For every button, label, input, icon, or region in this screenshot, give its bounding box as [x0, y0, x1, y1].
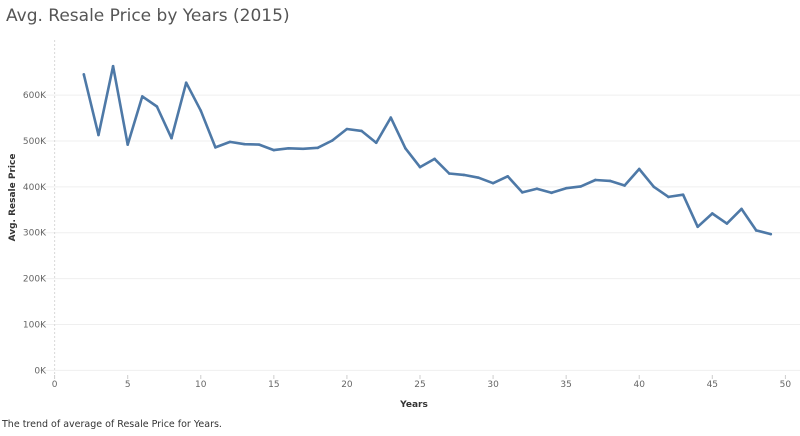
x-tick-label: 40: [634, 380, 646, 390]
data-point[interactable]: [404, 147, 407, 150]
data-points: [82, 64, 773, 236]
gridlines: [40, 94, 800, 371]
data-point[interactable]: [769, 232, 773, 236]
chart-title: Avg. Resale Price by Years (2015): [6, 6, 290, 26]
data-point[interactable]: [345, 127, 349, 131]
data-point[interactable]: [696, 225, 699, 229]
y-tick-label: 600K: [23, 91, 47, 101]
data-point[interactable]: [331, 139, 334, 142]
data-point[interactable]: [535, 187, 539, 190]
data-point[interactable]: [111, 64, 115, 68]
x-tick-label: 35: [560, 380, 571, 390]
data-point[interactable]: [564, 186, 568, 190]
data-point[interactable]: [228, 140, 232, 144]
data-point[interactable]: [126, 143, 129, 146]
x-tick-label: 15: [268, 380, 279, 390]
data-point[interactable]: [287, 147, 290, 150]
data-point[interactable]: [637, 167, 641, 171]
x-axis: 0 5 10 15 20 25 30 35 40 45 50: [52, 375, 792, 390]
data-point[interactable]: [462, 173, 466, 177]
y-axis-title: Avg. Resale Price: [8, 154, 18, 242]
data-point[interactable]: [374, 141, 378, 145]
data-point[interactable]: [141, 95, 144, 98]
data-point[interactable]: [579, 185, 583, 188]
y-tick-label: 400K: [23, 183, 47, 193]
data-point[interactable]: [477, 176, 480, 179]
x-tick-label: 30: [487, 380, 499, 390]
data-point[interactable]: [754, 229, 758, 232]
x-tick-label: 20: [341, 380, 353, 390]
data-point[interactable]: [433, 157, 436, 161]
chart-caption: The trend of average of Resale Price for…: [2, 419, 222, 430]
x-tick-label: 5: [125, 380, 131, 390]
data-point[interactable]: [170, 136, 173, 140]
data-point[interactable]: [521, 191, 524, 194]
data-point[interactable]: [155, 105, 159, 108]
y-tick-label: 300K: [23, 229, 47, 239]
y-tick-label: 500K: [23, 137, 47, 147]
data-point[interactable]: [447, 172, 451, 175]
data-point[interactable]: [740, 207, 743, 211]
data-point[interactable]: [725, 222, 729, 225]
data-point[interactable]: [550, 191, 553, 195]
data-point[interactable]: [608, 179, 612, 183]
data-point[interactable]: [184, 81, 188, 84]
y-tick-label: 100K: [23, 321, 47, 331]
data-point[interactable]: [594, 178, 597, 182]
data-point[interactable]: [272, 148, 276, 152]
data-point[interactable]: [360, 129, 363, 133]
data-point[interactable]: [491, 181, 495, 185]
data-point[interactable]: [389, 116, 393, 119]
x-axis-title: Years: [399, 400, 428, 410]
x-tick-label: 0: [52, 380, 58, 390]
x-tick-label: 45: [707, 380, 718, 390]
data-point[interactable]: [243, 142, 246, 146]
y-tick-label: 0K: [34, 366, 47, 376]
y-axis: 0K 100K 200K 300K 400K 500K 600K: [23, 91, 47, 376]
data-point[interactable]: [82, 73, 86, 76]
data-point[interactable]: [711, 212, 714, 215]
data-point[interactable]: [667, 195, 670, 199]
data-point[interactable]: [506, 174, 509, 178]
data-point[interactable]: [623, 184, 626, 187]
data-point[interactable]: [257, 143, 261, 146]
x-tick-label: 25: [414, 380, 425, 390]
data-point[interactable]: [316, 146, 319, 150]
data-point[interactable]: [301, 147, 305, 151]
data-point[interactable]: [652, 185, 656, 189]
x-tick-label: 10: [195, 380, 207, 390]
data-point[interactable]: [214, 146, 217, 149]
avg-resale-price-line[interactable]: [82, 64, 773, 236]
data-point[interactable]: [97, 133, 100, 137]
data-point[interactable]: [418, 165, 422, 169]
x-tick-label: 50: [780, 380, 792, 390]
data-point[interactable]: [681, 193, 685, 196]
data-point[interactable]: [199, 109, 203, 112]
y-tick-label: 200K: [23, 275, 47, 285]
